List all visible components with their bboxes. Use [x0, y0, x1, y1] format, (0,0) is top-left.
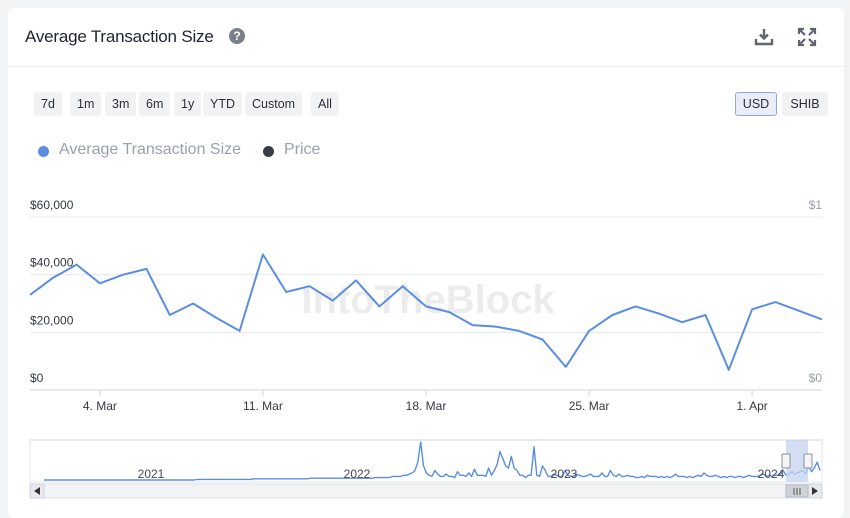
legend-dot: [38, 146, 49, 157]
chart-card: Average Transaction Size ? 7d 1m 3m 6m 1y YTD…: [8, 8, 844, 518]
currency-shib-button[interactable]: SHIB: [782, 92, 828, 116]
range-button-1y[interactable]: 1y: [174, 92, 202, 116]
navigator-year-label: 2023: [551, 467, 578, 481]
card-header: Average Transaction Size ?: [8, 8, 844, 67]
x-axis-tick-label: 11. Mar: [243, 399, 283, 413]
x-axis-tick-label: 1. Apr: [736, 399, 767, 413]
expand-icon[interactable]: [797, 27, 817, 47]
legend-label: Price: [284, 141, 321, 158]
navigator-year-label: 2024: [758, 467, 785, 481]
navigator-handle-right[interactable]: [803, 453, 813, 469]
legend-label: Average Transaction Size: [59, 141, 242, 158]
navigator-series-line: [44, 441, 821, 481]
question-circle-icon[interactable]: ?: [229, 28, 245, 44]
series-line-average-transaction-size: [29, 253, 823, 371]
range-button-6m[interactable]: 6m: [139, 92, 171, 116]
y-right-axis-tick-label: $1: [809, 198, 823, 212]
chart-title: Average Transaction Size: [25, 27, 214, 46]
range-button-ytd[interactable]: YTD: [203, 92, 242, 116]
range-button-7d[interactable]: 7d: [34, 92, 62, 116]
legend-dot: [263, 146, 274, 157]
navigator-selection-window[interactable]: [786, 440, 808, 482]
chevron-left-icon: [34, 487, 40, 495]
navigator-handle-left[interactable]: [781, 453, 791, 469]
range-button-custom[interactable]: Custom: [245, 92, 303, 116]
y-axis-tick-label: $0: [30, 371, 44, 385]
range-button-3m[interactable]: 3m: [105, 92, 137, 116]
navigator-frame: [29, 439, 823, 483]
y-axis-tick-label: $40,000: [30, 256, 74, 270]
x-axis-tick-label: 18. Mar: [406, 399, 447, 413]
x-axis-tick-label: 25. Mar: [569, 399, 610, 413]
currency-usd-button[interactable]: USD: [735, 92, 777, 116]
y-axis-tick-label: $60,000: [30, 198, 74, 212]
watermark-logo: IntoTheBlock: [301, 278, 555, 322]
navigator-year-label: 2021: [138, 467, 165, 481]
navigator-scrollbar[interactable]: [29, 483, 823, 499]
navigator-year-label: 2022: [344, 467, 371, 481]
y-right-axis-tick-label: $0: [809, 371, 823, 385]
y-axis-tick-label: $20,000: [30, 313, 74, 327]
range-button-all[interactable]: All: [311, 92, 339, 116]
download-icon[interactable]: [754, 27, 774, 47]
range-button-1m[interactable]: 1m: [70, 92, 102, 116]
chevron-right-icon: [812, 487, 818, 495]
x-axis-tick-label: 4. Mar: [83, 399, 117, 413]
